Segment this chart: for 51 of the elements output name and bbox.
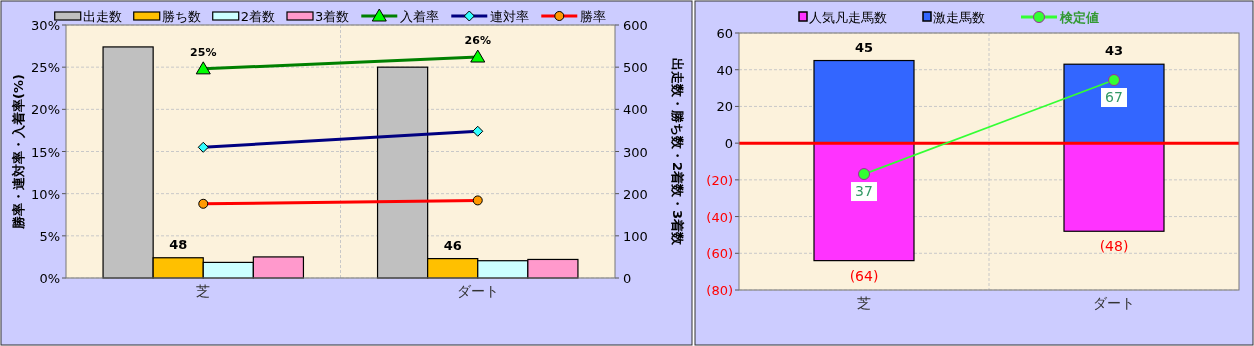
y2-tick-label: 300 bbox=[623, 144, 648, 160]
y2-tick-label: 100 bbox=[623, 228, 648, 244]
y-tick-label: 60 bbox=[716, 26, 733, 41]
y2-axis-title: 出走数・勝ち数・2着数・3着数 bbox=[670, 57, 685, 247]
legend-label: 入着率 bbox=[400, 9, 440, 24]
bar bbox=[813, 59, 915, 144]
y-tick-label: 5% bbox=[39, 228, 60, 244]
x-tick-label: 芝 bbox=[857, 295, 871, 311]
x-tick-label: ダート bbox=[1093, 295, 1135, 311]
bar bbox=[1063, 142, 1165, 232]
data-label: 67 bbox=[1105, 89, 1123, 106]
y-tick-label: 20 bbox=[716, 99, 733, 115]
legend-label: 2着数 bbox=[240, 9, 275, 24]
data-label: (48) bbox=[1099, 238, 1129, 255]
y2-tick-label: 400 bbox=[623, 102, 648, 118]
y-axis-title: 勝率・連対率・入着率(%) bbox=[11, 74, 26, 230]
legend-label: 連対率 bbox=[490, 9, 530, 24]
legend-label: 勝率 bbox=[580, 9, 607, 24]
legend-label: 3着数 bbox=[315, 9, 350, 24]
data-label: 37 bbox=[855, 183, 873, 200]
legend-label: 検定値 bbox=[1059, 10, 1099, 25]
data-label: 48 bbox=[169, 236, 188, 252]
y-tick-label: (20) bbox=[706, 172, 733, 188]
y-tick-label: 0% bbox=[39, 271, 60, 286]
y-tick-label: 40 bbox=[716, 62, 733, 78]
data-label: (64) bbox=[849, 267, 879, 284]
y-tick-label: 15% bbox=[31, 144, 60, 160]
y-tick-label: 10% bbox=[31, 186, 60, 202]
y2-tick-label: 500 bbox=[623, 60, 648, 76]
y2-tick-label: 200 bbox=[623, 186, 648, 202]
y-tick-label: (80) bbox=[706, 283, 733, 298]
bar bbox=[813, 142, 915, 262]
y-tick-label: 0 bbox=[724, 136, 733, 152]
x-tick-label: ダート bbox=[456, 283, 499, 299]
legend-label: 人気凡走馬数 bbox=[809, 10, 887, 25]
y-tick-label: (40) bbox=[706, 209, 733, 225]
legend-label: 出走数 bbox=[82, 9, 122, 24]
y2-tick-label: 600 bbox=[623, 18, 648, 33]
data-label: 45 bbox=[854, 39, 874, 55]
data-label: 46 bbox=[443, 237, 462, 253]
y-tick-label: 20% bbox=[31, 102, 60, 118]
data-label: 25% bbox=[190, 45, 217, 59]
data-label: 43 bbox=[1104, 43, 1124, 59]
y-tick-label: 25% bbox=[31, 60, 60, 76]
y2-tick-label: 0 bbox=[623, 271, 632, 286]
data-label: 26% bbox=[464, 34, 491, 48]
y-tick-label: (60) bbox=[706, 246, 733, 262]
x-tick-label: 芝 bbox=[196, 283, 211, 299]
legend-label: 勝ち数 bbox=[161, 9, 201, 24]
y-tick-label: 30% bbox=[31, 18, 60, 33]
legend-label: 激走馬数 bbox=[933, 10, 985, 25]
